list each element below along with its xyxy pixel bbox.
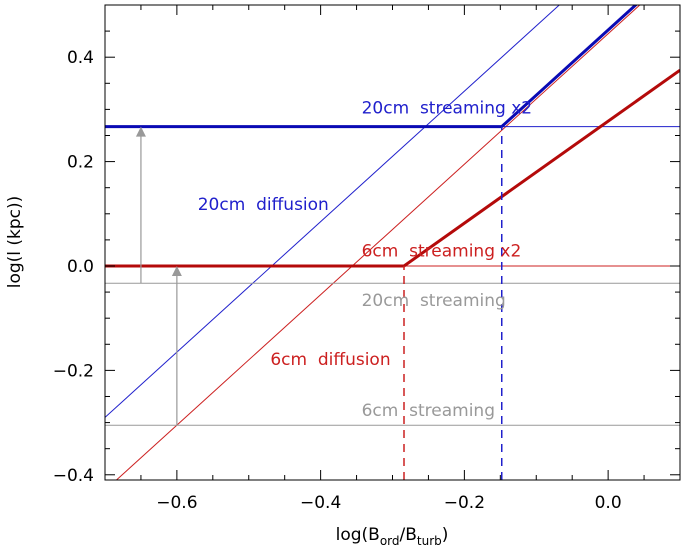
annotation-20cm-streaming: 20cm streaming xyxy=(362,291,506,311)
x-tick-label: 0.0 xyxy=(595,493,622,513)
y-axis-title: log(l (kpc)) xyxy=(5,196,25,289)
annotation-6cm-diffusion: 6cm diffusion xyxy=(270,350,390,370)
x-tick-label: −0.4 xyxy=(300,493,341,513)
annotation-20cm-streaming-x2: 20cm streaming x2 xyxy=(362,99,533,119)
series-line-6cm-diffusion xyxy=(115,5,641,480)
y-tick-label: −0.4 xyxy=(53,466,94,486)
y-tick-label: 0.4 xyxy=(67,48,94,68)
x-tick-label: −0.6 xyxy=(156,493,197,513)
y-tick-label: 0.2 xyxy=(67,153,94,173)
y-tick-label: 0.0 xyxy=(67,257,94,277)
annotation-6cm-streaming-x2: 6cm streaming x2 xyxy=(362,242,522,262)
annotation-6cm-streaming: 6cm streaming xyxy=(362,401,495,421)
series-line-20cm-diffusion xyxy=(105,5,561,418)
plot-frame xyxy=(104,4,681,481)
series-line-20cm-result xyxy=(105,5,638,129)
arrow-head-2 xyxy=(135,126,146,137)
annotation-20cm-diffusion: 20cm diffusion xyxy=(198,195,329,215)
y-tick-label: −0.2 xyxy=(53,361,94,381)
x-tick-label: −0.2 xyxy=(444,493,485,513)
x-axis-title: log(Bord/Bturb) xyxy=(336,525,449,548)
arrow-head-1 xyxy=(171,265,182,276)
